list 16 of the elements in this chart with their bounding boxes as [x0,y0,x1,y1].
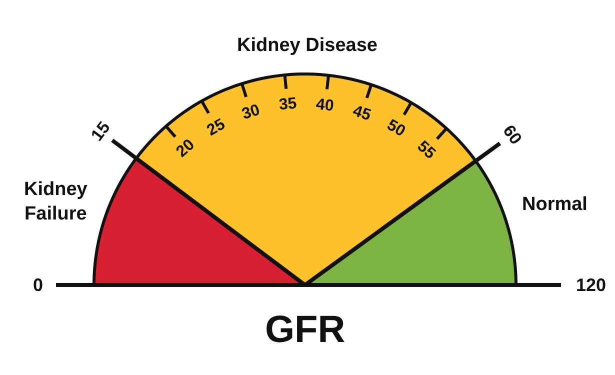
text: 45 [350,102,373,124]
slice-label: Normal [522,194,588,215]
text: 60 [499,122,526,148]
text: GFR [265,309,346,351]
text: 0 [33,275,44,295]
text: 50 [384,116,408,140]
text: 35 [278,95,298,114]
text: 25 [204,116,228,140]
text: 20 [173,136,198,161]
text: 40 [315,96,335,115]
slice-label: Kidney Failure [24,179,88,225]
text: 15 [87,118,114,145]
text: 55 [414,138,439,163]
text: 120 [576,275,606,295]
text: 30 [240,102,262,124]
slice-label: Kidney Disease [237,35,378,56]
